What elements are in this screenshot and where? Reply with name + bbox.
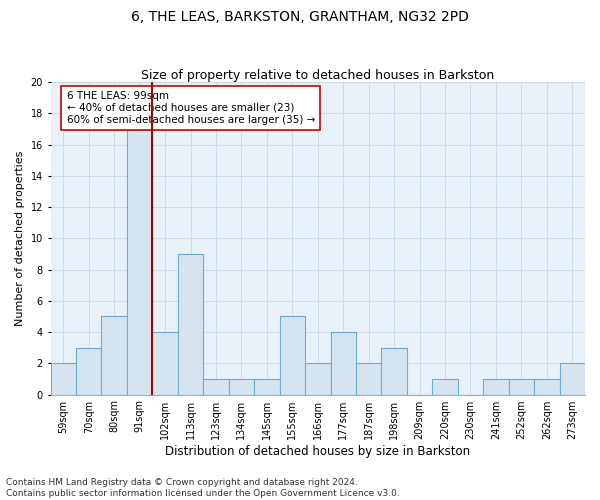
Bar (101, 316, 127, 394)
Bar (203, 379, 229, 394)
Bar (534, 379, 560, 394)
Bar (331, 332, 356, 394)
Text: 6 THE LEAS: 99sqm
← 40% of detached houses are smaller (23)
60% of semi-detached: 6 THE LEAS: 99sqm ← 40% of detached hous… (67, 92, 315, 124)
Text: 6, THE LEAS, BARKSTON, GRANTHAM, NG32 2PD: 6, THE LEAS, BARKSTON, GRANTHAM, NG32 2P… (131, 10, 469, 24)
Bar (50, 364, 76, 394)
Bar (356, 364, 382, 394)
Bar (127, 129, 152, 394)
Title: Size of property relative to detached houses in Barkston: Size of property relative to detached ho… (141, 69, 494, 82)
Bar (433, 379, 458, 394)
Bar (254, 379, 280, 394)
Bar (178, 254, 203, 394)
Bar (305, 364, 331, 394)
Bar (509, 379, 534, 394)
Y-axis label: Number of detached properties: Number of detached properties (15, 150, 25, 326)
Bar (280, 316, 305, 394)
Bar (382, 348, 407, 395)
Bar (483, 379, 509, 394)
Bar (229, 379, 254, 394)
Text: Contains HM Land Registry data © Crown copyright and database right 2024.
Contai: Contains HM Land Registry data © Crown c… (6, 478, 400, 498)
X-axis label: Distribution of detached houses by size in Barkston: Distribution of detached houses by size … (165, 444, 470, 458)
Bar (76, 348, 101, 395)
Bar (152, 332, 178, 394)
Bar (560, 364, 585, 394)
